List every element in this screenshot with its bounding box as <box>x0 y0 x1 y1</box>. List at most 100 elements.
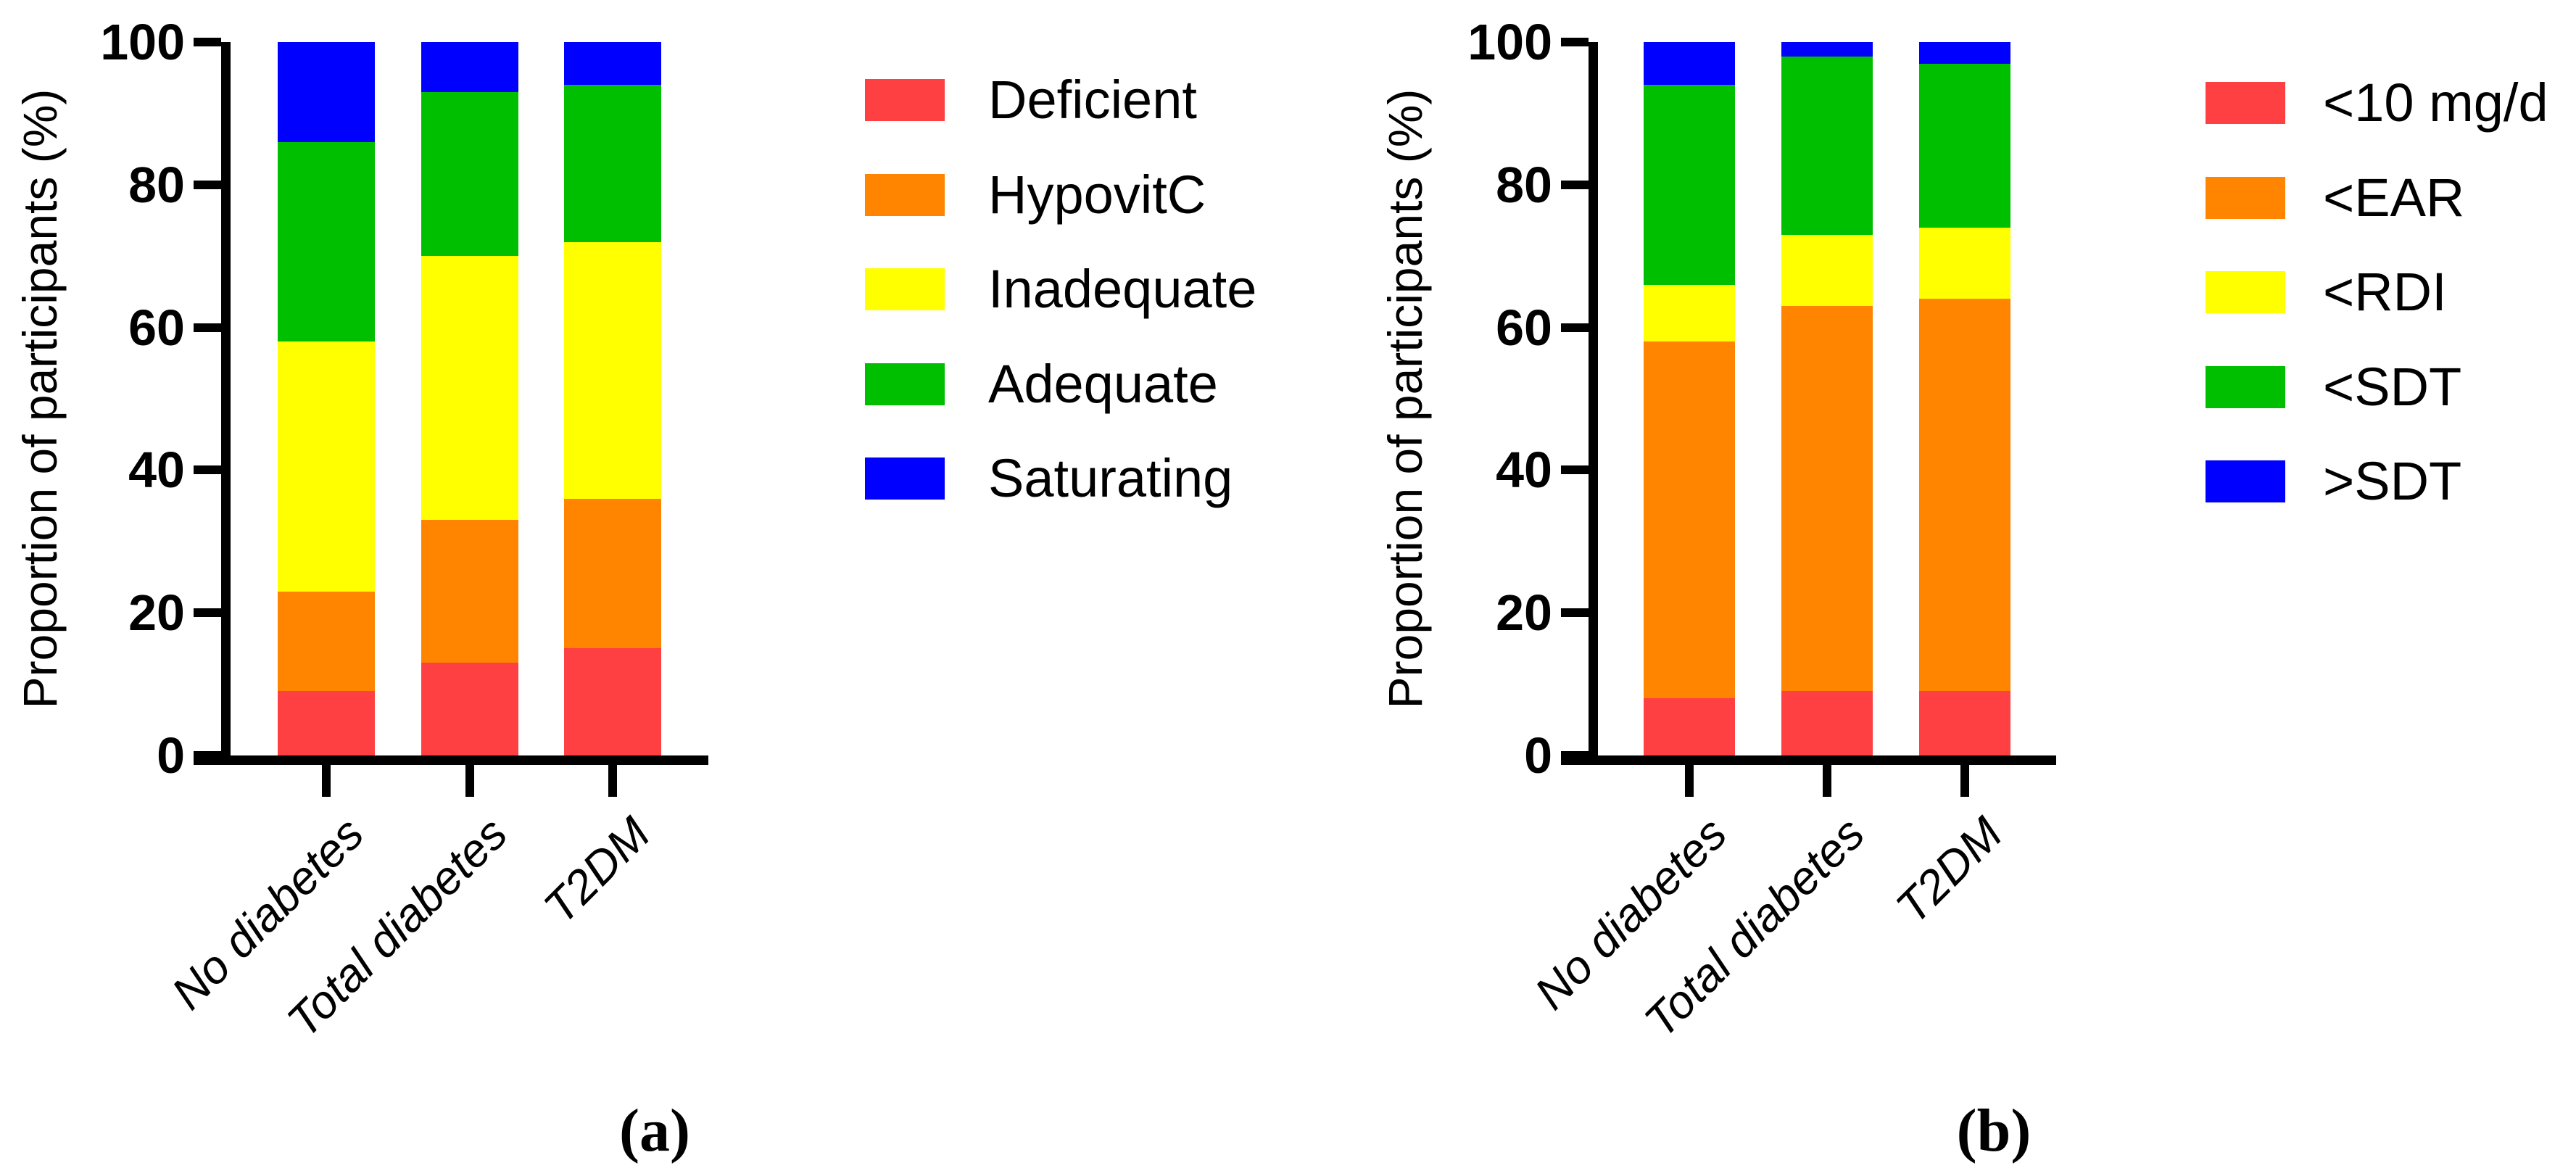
bar-segment--ear <box>1781 306 1873 692</box>
legend-swatch--sdt <box>2206 460 2285 503</box>
bar-segment--rdi <box>1918 227 2010 299</box>
legend-label: Inadequate <box>988 259 1257 320</box>
y-tick <box>1561 608 1589 618</box>
bar-segment--10-mg-d <box>1918 691 2010 755</box>
y-tick <box>1561 38 1589 46</box>
legend-swatch--ear <box>2206 176 2285 219</box>
x-tick <box>1685 765 1694 797</box>
bar-segment-deficient <box>277 691 375 755</box>
y-tick <box>194 751 221 760</box>
x-tick <box>608 765 618 797</box>
bar-segment-deficient <box>564 648 662 755</box>
panel-caption-a: (a) <box>619 1097 690 1164</box>
y-tick-label: 60 <box>1496 299 1552 356</box>
y-axis-title: Proportion of participants (%) <box>1378 88 1432 709</box>
y-axis-line <box>1589 42 1598 765</box>
y-tick-label: 0 <box>1524 727 1552 784</box>
legend-label: HypovitC <box>988 164 1206 225</box>
legend-swatch--rdi <box>2206 271 2285 314</box>
bar-segment-hypovitc <box>421 520 518 663</box>
x-tick <box>321 765 331 797</box>
bar-segment--sdt <box>1644 85 1736 285</box>
x-axis-line <box>194 755 708 765</box>
y-tick <box>194 465 221 475</box>
bar-segment--sdt <box>1781 56 1873 235</box>
bar-segment-saturating <box>421 42 518 92</box>
legend-item: Saturating <box>865 450 1233 508</box>
legend-label: <10 mg/d <box>2323 73 2548 133</box>
panel-caption-b: (b) <box>1956 1097 2032 1164</box>
y-tick-label: 80 <box>128 156 185 213</box>
legend-item: Deficient <box>865 71 1197 129</box>
legend-item: <RDI <box>2206 263 2447 321</box>
y-tick <box>1561 323 1589 332</box>
y-tick <box>1561 751 1589 760</box>
bar-segment--rdi <box>1781 234 1873 307</box>
bar-segment--ear <box>1644 341 1736 699</box>
x-axis-line <box>1561 755 2056 765</box>
y-tick <box>194 38 221 46</box>
bar-segment--sdt <box>1781 42 1873 57</box>
y-axis-line <box>221 42 231 765</box>
y-tick-label: 100 <box>1467 14 1552 70</box>
bar-segment-deficient <box>421 663 518 755</box>
y-tick <box>194 180 221 189</box>
bar <box>1781 42 1873 755</box>
legend-item: >SDT <box>2206 452 2461 510</box>
y-tick-label: 20 <box>1496 584 1552 642</box>
bar-segment--sdt <box>1644 42 1736 86</box>
legend-swatch--10-mg-d <box>2206 82 2285 124</box>
y-tick <box>194 323 221 332</box>
bar <box>1644 42 1736 755</box>
x-tick <box>1960 765 1969 797</box>
legend-item: Inadequate <box>865 260 1256 318</box>
legend-item: HypovitC <box>865 164 1206 225</box>
legend-item: <10 mg/d <box>2206 74 2548 132</box>
legend-swatch-hypovitc <box>865 173 945 216</box>
bar-segment-adequate <box>564 85 662 242</box>
x-tick <box>465 765 474 797</box>
legend-label: <EAR <box>2323 167 2465 228</box>
bar <box>1918 42 2010 755</box>
legend-item: <EAR <box>2206 167 2465 228</box>
legend-swatch-adequate <box>865 363 945 405</box>
y-tick-label: 40 <box>128 442 185 499</box>
y-tick-label: 80 <box>1496 156 1552 213</box>
bar <box>277 42 375 755</box>
legend-label: <SDT <box>2323 356 2462 417</box>
y-tick <box>1561 465 1589 475</box>
legend-label: Saturating <box>988 448 1233 509</box>
bar-segment--ear <box>1918 299 2010 692</box>
y-tick-label: 0 <box>157 727 185 784</box>
legend-label: <RDI <box>2323 262 2447 323</box>
y-tick <box>1561 180 1589 189</box>
legend-swatch-deficient <box>865 79 945 121</box>
legend-swatch-inadequate <box>865 268 945 311</box>
bar-segment--sdt <box>1918 42 2010 64</box>
legend-label: >SDT <box>2323 451 2462 512</box>
bar-segment-inadequate <box>564 241 662 499</box>
bar-segment-saturating <box>277 42 375 142</box>
bar-segment--sdt <box>1918 63 2010 228</box>
y-tick-label: 40 <box>1496 442 1552 499</box>
bar-segment-saturating <box>564 42 662 86</box>
bar-segment--10-mg-d <box>1644 698 1736 755</box>
legend-label: Deficient <box>988 70 1197 130</box>
bar-segment-adequate <box>421 91 518 257</box>
legend-label: Adequate <box>988 353 1218 414</box>
bar-segment--10-mg-d <box>1781 691 1873 755</box>
bar-segment-hypovitc <box>277 591 375 692</box>
bar-segment-adequate <box>277 141 375 342</box>
y-tick <box>194 608 221 618</box>
bar <box>421 42 518 755</box>
legend-item: Adequate <box>865 355 1218 413</box>
x-tick <box>1823 765 1831 797</box>
bar-segment-inadequate <box>277 341 375 592</box>
bar-segment-inadequate <box>421 256 518 521</box>
bar <box>564 42 662 755</box>
y-tick-label: 20 <box>128 584 185 642</box>
y-tick-label: 60 <box>128 299 185 356</box>
legend-swatch-saturating <box>865 457 945 500</box>
